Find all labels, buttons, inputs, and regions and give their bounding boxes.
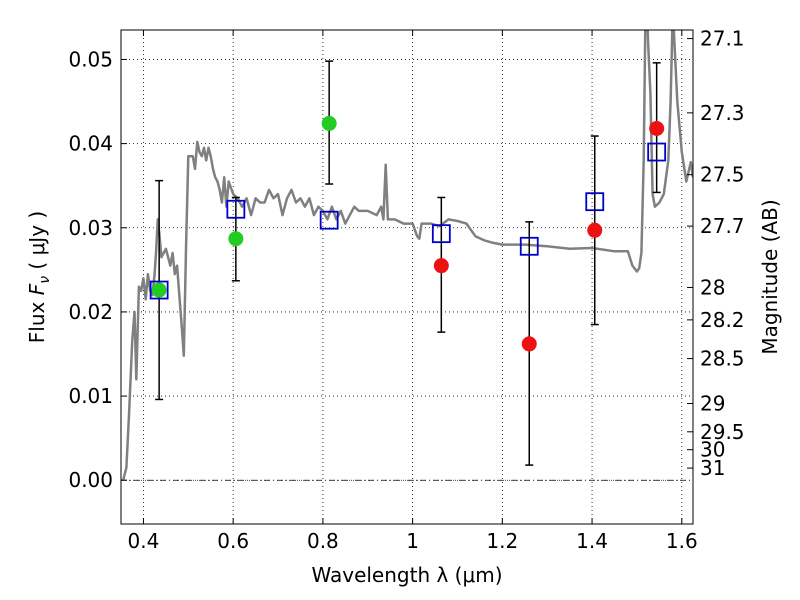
mag-tick-label: 29.5 (700, 420, 745, 444)
y-axis-label-symbol: F (25, 283, 49, 295)
observed-points (151, 115, 665, 352)
y-axis-label-prefix: Flux (25, 295, 49, 343)
plot-frame (120, 29, 694, 525)
data-point-green (151, 282, 167, 298)
y-tick-label: 0.02 (68, 300, 113, 324)
mag-tick-label: 27.7 (700, 214, 745, 238)
model-photometry-square (431, 224, 451, 244)
x-tick-label: 0.4 (128, 529, 160, 553)
y-axis-ticks: 0.00 0.01 0.02 0.03 0.04 0.05 (68, 47, 127, 492)
y-axis-label-unit: ( μJy ) (25, 211, 49, 276)
x-axis-ticks: 0.4 0.6 0.8 1 1.2 1.4 1.6 (128, 30, 698, 553)
y-tick-label: 0.00 (68, 468, 113, 492)
model-photometry-square (647, 142, 667, 162)
mag-tick-label: 27.3 (700, 101, 745, 125)
mag-tick-label: 29 (700, 391, 725, 415)
data-point-red (587, 222, 603, 238)
mag-tick-label: 28 (700, 275, 725, 299)
data-point-green (228, 231, 244, 247)
data-point-green (321, 115, 337, 131)
mag-tick-label: 31 (700, 456, 725, 480)
data-point-red (649, 120, 665, 136)
x-tick-label: 0.6 (217, 529, 249, 553)
y-axis-label-subscript: ν (37, 276, 53, 284)
mag-tick-label: 27.1 (700, 27, 745, 51)
mag-tick-label: 28.2 (700, 308, 745, 332)
y-tick-label: 0.05 (68, 47, 113, 71)
y-tick-label: 0.04 (68, 132, 113, 156)
x-axis-label: Wavelength λ (μm) (311, 563, 502, 587)
y-tick-label: 0.01 (68, 384, 113, 408)
model-sed (121, 30, 693, 481)
x-tick-label: 1.4 (576, 529, 608, 553)
model-photometry-squares (149, 142, 667, 300)
y-tick-label: 0.03 (68, 216, 113, 240)
model-photometry-square (226, 199, 246, 219)
model-photometry-square (319, 210, 339, 230)
magnitude-axis-label: Magnitude (AB) (758, 199, 782, 354)
x-tick-label: 1 (406, 529, 419, 553)
model-photometry-square (585, 192, 605, 212)
x-tick-label: 0.8 (307, 529, 339, 553)
data-point-red (521, 336, 537, 352)
model-sed-line (121, 30, 693, 481)
x-tick-label: 1.6 (666, 529, 698, 553)
mag-tick-label: 30 (700, 438, 725, 462)
y-axis-label: Flux Fν ( μJy ) (25, 211, 53, 343)
model-photometry-square (149, 280, 169, 300)
mag-tick-label: 27.5 (700, 163, 745, 187)
x-tick-label: 1.2 (486, 529, 518, 553)
data-point-red (433, 258, 449, 274)
mag-tick-label: 28.5 (700, 347, 745, 371)
model-photometry-square (519, 236, 539, 256)
